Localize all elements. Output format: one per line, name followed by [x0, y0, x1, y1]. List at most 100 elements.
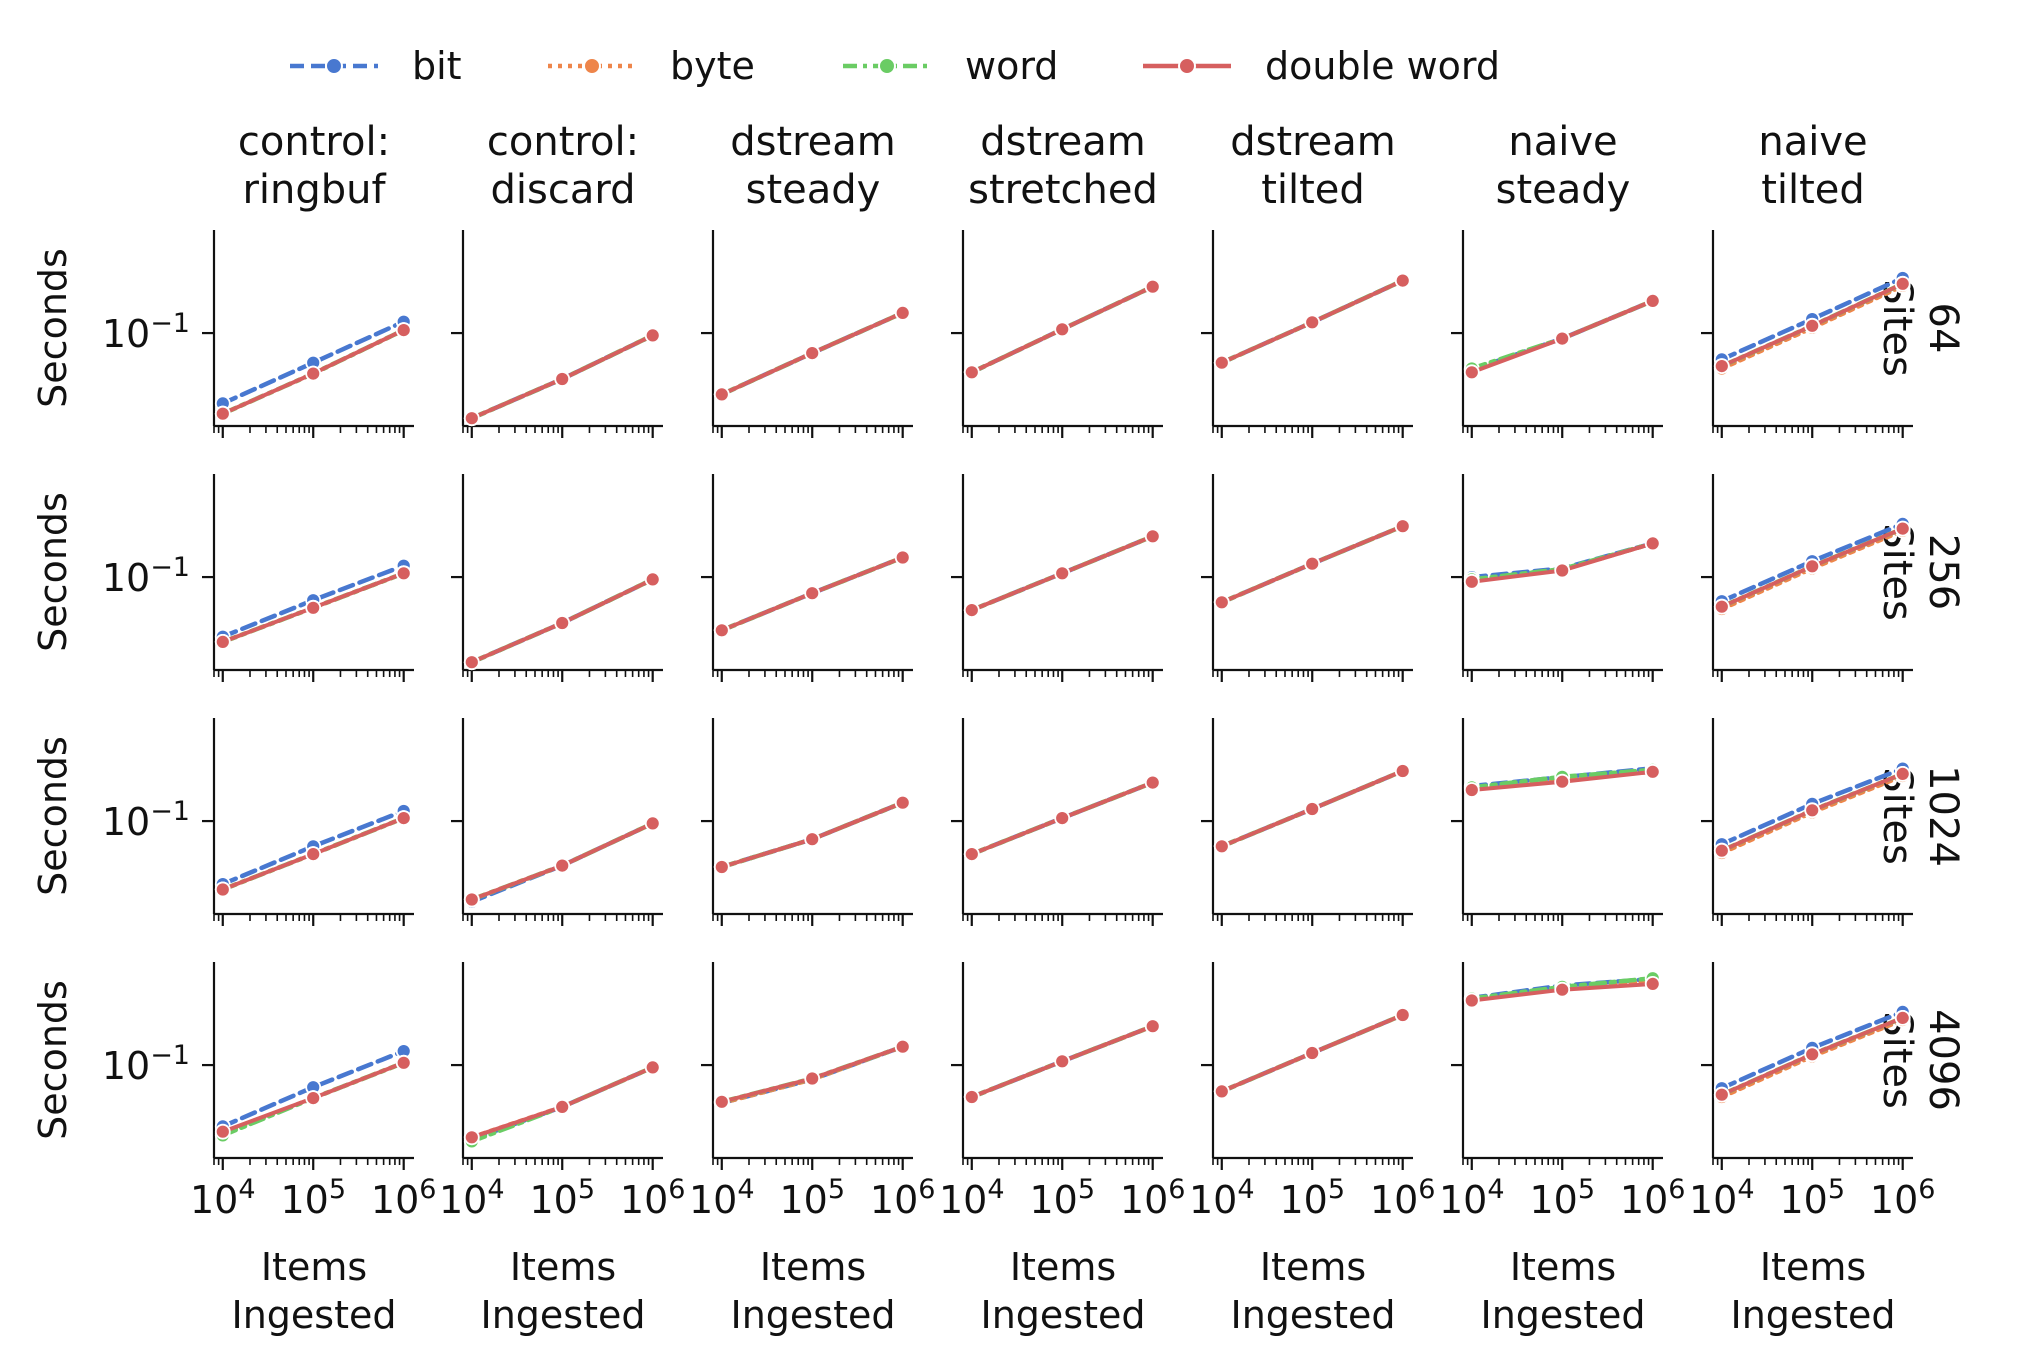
panel	[1201, 718, 1413, 926]
data-point	[1713, 842, 1730, 859]
x-tick-label: 106	[870, 1174, 936, 1222]
panel	[701, 474, 913, 682]
panel	[951, 230, 1163, 438]
data-point	[713, 859, 730, 875]
x-axis-label: Items	[1260, 1245, 1366, 1289]
data-point	[1144, 774, 1161, 791]
data-point	[1894, 520, 1911, 537]
data-point	[1713, 1086, 1730, 1103]
legend-swatch-marker	[1178, 57, 1196, 75]
data-point	[305, 365, 322, 382]
column-title-line: control:	[487, 119, 639, 165]
data-point	[644, 815, 661, 832]
data-point	[1463, 573, 1480, 590]
panel: 10−1	[102, 718, 414, 926]
data-point	[1304, 1045, 1321, 1061]
legend-label: word	[965, 44, 1058, 88]
y-axis-label: Seconds	[31, 248, 75, 408]
column-title-line: dstream	[1230, 119, 1396, 165]
data-point	[1804, 1046, 1821, 1063]
data-point	[644, 327, 661, 344]
data-point	[1054, 810, 1071, 826]
legend-label: double word	[1265, 44, 1500, 88]
panel	[1201, 230, 1413, 438]
data-point	[804, 1070, 821, 1087]
x-tick-label: 106	[1620, 1174, 1686, 1222]
row-title-line: 1024	[1920, 765, 1966, 867]
column-title-line: control:	[238, 119, 390, 165]
data-point	[894, 794, 911, 811]
panel	[451, 474, 663, 682]
data-point	[894, 304, 911, 321]
panel	[1701, 474, 1913, 682]
data-point	[1554, 562, 1571, 579]
x-axis-label: Items	[261, 1245, 367, 1289]
data-point	[644, 1059, 661, 1076]
data-point	[463, 410, 480, 427]
data-point	[1713, 358, 1730, 375]
legend-item: double word	[1143, 44, 1500, 88]
data-point	[963, 846, 980, 862]
column-title-line: naive	[1758, 119, 1867, 165]
x-axis-label: Items	[1510, 1245, 1616, 1289]
x-axis-label: Items	[1010, 1245, 1116, 1289]
column-title-line: naive	[1508, 119, 1617, 165]
x-tick-label: 104	[1439, 1174, 1505, 1222]
data-point	[1054, 321, 1071, 338]
data-point	[463, 1129, 480, 1146]
data-point	[713, 622, 730, 639]
column-title: control:ringbuf	[238, 119, 390, 213]
legend-swatch-marker	[878, 57, 896, 75]
column-title-line: tilted	[1261, 167, 1365, 213]
x-axis-label: Ingested	[1231, 1293, 1396, 1337]
y-axis-label: Seconds	[31, 980, 75, 1140]
panel	[451, 230, 663, 438]
y-tick-label: 10−1	[102, 796, 190, 844]
row-title-line: 256	[1920, 534, 1966, 610]
legend-swatch-marker	[583, 57, 601, 75]
data-point	[1054, 565, 1071, 582]
data-point	[214, 881, 231, 898]
x-tick-label: 104	[439, 1174, 505, 1222]
x-tick-label: 105	[1779, 1174, 1845, 1222]
data-point	[395, 322, 412, 339]
data-point	[214, 405, 231, 422]
data-point	[1463, 364, 1480, 381]
data-point	[395, 1054, 412, 1071]
data-point	[1213, 838, 1230, 855]
y-tick-label: 10−1	[102, 1040, 190, 1088]
x-tick-label: 105	[1529, 1174, 1595, 1222]
data-point	[554, 857, 571, 874]
data-point	[1644, 763, 1661, 780]
data-point	[1394, 518, 1411, 535]
panel	[701, 718, 913, 926]
x-axis-label: Ingested	[1731, 1293, 1896, 1337]
y-axis-label: Seconds	[31, 736, 75, 896]
data-point	[1894, 1010, 1911, 1026]
row-title-line: 4096	[1920, 1009, 1966, 1111]
legend-item: byte	[548, 44, 755, 88]
x-tick-label: 106	[620, 1174, 686, 1222]
column-title-line: dstream	[730, 119, 896, 165]
panel: 10−1	[102, 474, 414, 682]
legend-item: word	[843, 44, 1058, 88]
data-point	[1463, 992, 1480, 1009]
data-point	[1894, 275, 1911, 292]
data-point	[395, 810, 412, 826]
data-point	[214, 634, 231, 650]
column-title-line: steady	[746, 167, 881, 213]
column-title-line: discard	[491, 167, 636, 213]
panel: 10−1	[102, 230, 414, 438]
data-point	[463, 654, 480, 671]
legend-label: bit	[412, 44, 462, 88]
x-tick-label: 105	[529, 1174, 595, 1222]
panel	[1451, 474, 1663, 682]
data-point	[1144, 278, 1161, 295]
